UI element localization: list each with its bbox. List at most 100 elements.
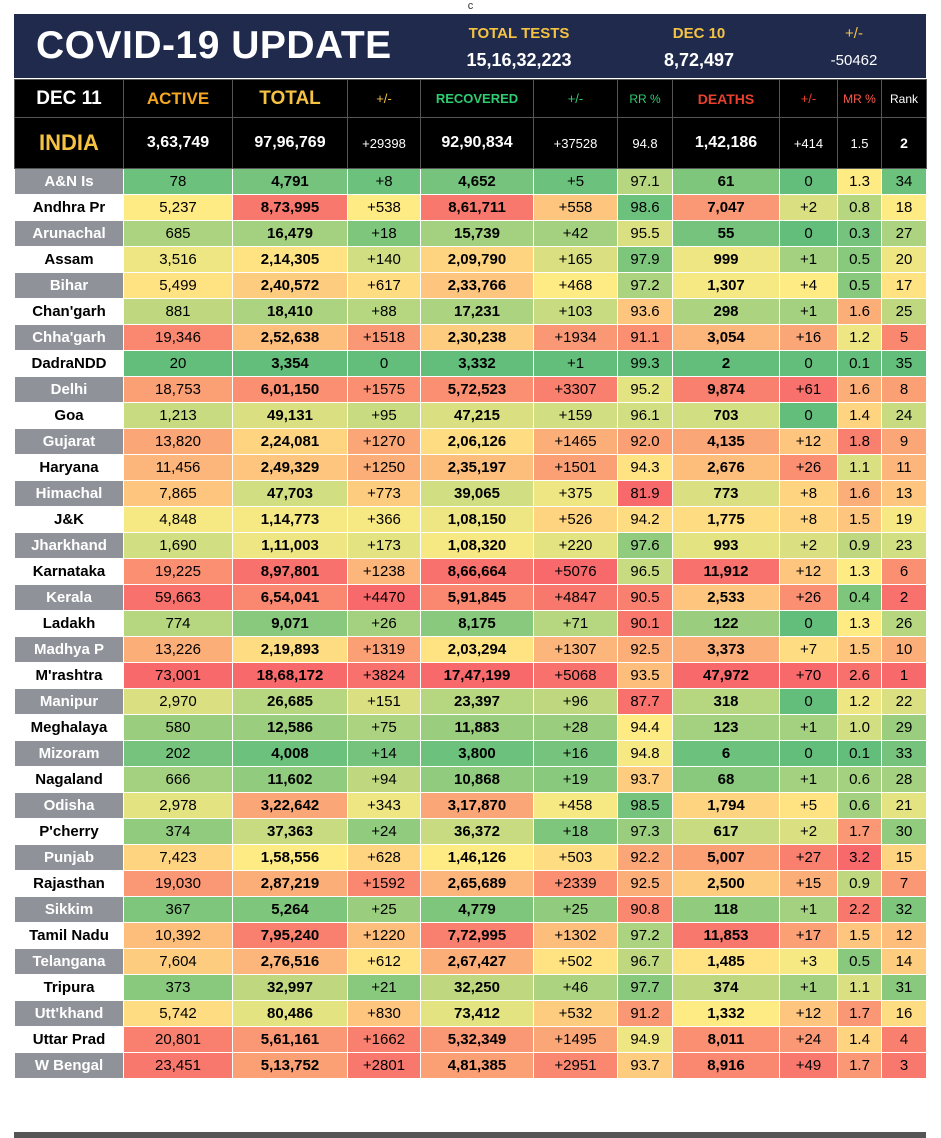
deaths-cell: 5,007 bbox=[672, 844, 780, 871]
total-cell: 2,14,305 bbox=[232, 246, 348, 273]
table-row: Sikkim 367 5,264 +25 4,779 +25 90.8 118 +1 2.2 32 bbox=[14, 896, 927, 923]
column-header-total: TOTAL bbox=[232, 79, 348, 118]
deaths-cell: 2,533 bbox=[672, 584, 780, 611]
recovered-cell: 1,08,150 bbox=[420, 506, 534, 533]
mr-cell: 0.6 bbox=[837, 766, 882, 793]
state-table: DEC 11 ACTIVE TOTAL +/- RECOVERED +/- RR… bbox=[14, 79, 927, 1079]
recovered-diff-cell: +46 bbox=[533, 974, 618, 1001]
active-cell: 685 bbox=[123, 220, 233, 247]
deaths-cell: 4,135 bbox=[672, 428, 780, 455]
rr-cell: 90.5 bbox=[617, 584, 673, 611]
active-cell: 7,423 bbox=[123, 844, 233, 871]
rr-cell: 96.5 bbox=[617, 558, 673, 585]
state-name: Meghalaya bbox=[14, 714, 124, 741]
table-row: Rajasthan 19,030 2,87,219 +1592 2,65,689 +233… bbox=[14, 870, 927, 897]
rank-cell: 16 bbox=[881, 1000, 927, 1027]
state-name: Chha'garh bbox=[14, 324, 124, 351]
table-row: Bihar 5,499 2,40,572 +617 2,33,766 +468 97.2 1,… bbox=[14, 272, 927, 299]
deaths-cell: 318 bbox=[672, 688, 780, 715]
deaths-cell: 703 bbox=[672, 402, 780, 429]
total-diff-cell: +1319 bbox=[347, 636, 421, 663]
deaths-diff-cell: +1 bbox=[779, 896, 838, 923]
state-name: Jharkhand bbox=[14, 532, 124, 559]
active-cell: 374 bbox=[123, 818, 233, 845]
diff-value: -50462 bbox=[830, 52, 878, 69]
deaths-cell: 118 bbox=[672, 896, 780, 923]
rr-cell: 94.2 bbox=[617, 506, 673, 533]
rr-cell: 97.6 bbox=[617, 532, 673, 559]
recovered-cell: 8,175 bbox=[420, 610, 534, 637]
mr-cell: 1.4 bbox=[837, 402, 882, 429]
mr-cell: 1.7 bbox=[837, 818, 882, 845]
table-row: Kerala 59,663 6,54,041 +4470 5,91,845 +4847 90… bbox=[14, 584, 927, 611]
recovered-cell: 8,66,664 bbox=[420, 558, 534, 585]
rr-cell: 99.3 bbox=[617, 350, 673, 377]
mr-cell: 0.5 bbox=[837, 246, 882, 273]
recovered-diff-cell: +375 bbox=[533, 480, 618, 507]
total-diff-cell: +343 bbox=[347, 792, 421, 819]
mr-cell: 1.5 bbox=[837, 922, 882, 949]
total-diff-cell: +1238 bbox=[347, 558, 421, 585]
deaths-cell: 123 bbox=[672, 714, 780, 741]
total-cell: 9,071 bbox=[232, 610, 348, 637]
deaths-cell: 1,485 bbox=[672, 948, 780, 975]
mr-cell: 0.1 bbox=[837, 740, 882, 767]
total-cell: 5,264 bbox=[232, 896, 348, 923]
total-diff-cell: +24 bbox=[347, 818, 421, 845]
india-rr: 94.8 bbox=[617, 117, 673, 169]
deaths-cell: 8,916 bbox=[672, 1052, 780, 1079]
active-cell: 23,451 bbox=[123, 1052, 233, 1079]
recovered-cell: 17,47,199 bbox=[420, 662, 534, 689]
rank-cell: 8 bbox=[881, 376, 927, 403]
mr-cell: 0.1 bbox=[837, 350, 882, 377]
rank-cell: 6 bbox=[881, 558, 927, 585]
total-cell: 7,95,240 bbox=[232, 922, 348, 949]
deaths-cell: 617 bbox=[672, 818, 780, 845]
total-diff-cell: +1220 bbox=[347, 922, 421, 949]
prev-date-value: 8,72,497 bbox=[663, 50, 735, 70]
state-name: Delhi bbox=[14, 376, 124, 403]
india-recovered-diff: +37528 bbox=[533, 117, 618, 169]
recovered-cell: 11,883 bbox=[420, 714, 534, 741]
recovered-diff-cell: +25 bbox=[533, 896, 618, 923]
table-row: DadraNDD 20 3,354 0 3,332 +1 99.3 2 0 0.1 35 bbox=[14, 350, 927, 377]
table-row: P'cherry 374 37,363 +24 36,372 +18 97.3 617 +2 1.… bbox=[14, 818, 927, 845]
deaths-cell: 773 bbox=[672, 480, 780, 507]
rr-cell: 92.2 bbox=[617, 844, 673, 871]
total-diff-cell: +173 bbox=[347, 532, 421, 559]
mr-cell: 1.2 bbox=[837, 324, 882, 351]
state-name: Nagaland bbox=[14, 766, 124, 793]
active-cell: 5,499 bbox=[123, 272, 233, 299]
total-cell: 18,410 bbox=[232, 298, 348, 325]
total-diff-cell: +18 bbox=[347, 220, 421, 247]
active-cell: 10,392 bbox=[123, 922, 233, 949]
deaths-diff-cell: 0 bbox=[779, 168, 838, 195]
table-row: Gujarat 13,820 2,24,081 +1270 2,06,126 +1465 9… bbox=[14, 428, 927, 455]
total-diff-cell: +88 bbox=[347, 298, 421, 325]
recovered-diff-cell: +96 bbox=[533, 688, 618, 715]
table-row: A&N Is 78 4,791 +8 4,652 +5 97.1 61 0 1.3 34 bbox=[14, 168, 927, 195]
recovered-cell: 5,32,349 bbox=[420, 1026, 534, 1053]
total-diff-cell: 0 bbox=[347, 350, 421, 377]
total-diff-cell: +1518 bbox=[347, 324, 421, 351]
column-header-deaths: DEATHS bbox=[672, 79, 780, 118]
deaths-cell: 122 bbox=[672, 610, 780, 637]
active-cell: 73,001 bbox=[123, 662, 233, 689]
table-row: Tripura 373 32,997 +21 32,250 +46 97.7 374 +1 1.1… bbox=[14, 974, 927, 1001]
deaths-diff-cell: +15 bbox=[779, 870, 838, 897]
rank-cell: 11 bbox=[881, 454, 927, 481]
state-name: Tripura bbox=[14, 974, 124, 1001]
recovered-cell: 2,09,790 bbox=[420, 246, 534, 273]
state-name: W Bengal bbox=[14, 1052, 124, 1079]
recovered-cell: 5,72,523 bbox=[420, 376, 534, 403]
state-name: Rajasthan bbox=[14, 870, 124, 897]
total-cell: 4,008 bbox=[232, 740, 348, 767]
active-cell: 1,213 bbox=[123, 402, 233, 429]
state-name: Gujarat bbox=[14, 428, 124, 455]
recovered-diff-cell: +2951 bbox=[533, 1052, 618, 1079]
state-name: Assam bbox=[14, 246, 124, 273]
recovered-diff-cell: +1307 bbox=[533, 636, 618, 663]
mr-cell: 1.6 bbox=[837, 298, 882, 325]
recovered-diff-cell: +532 bbox=[533, 1000, 618, 1027]
india-rank: 2 bbox=[881, 117, 927, 169]
